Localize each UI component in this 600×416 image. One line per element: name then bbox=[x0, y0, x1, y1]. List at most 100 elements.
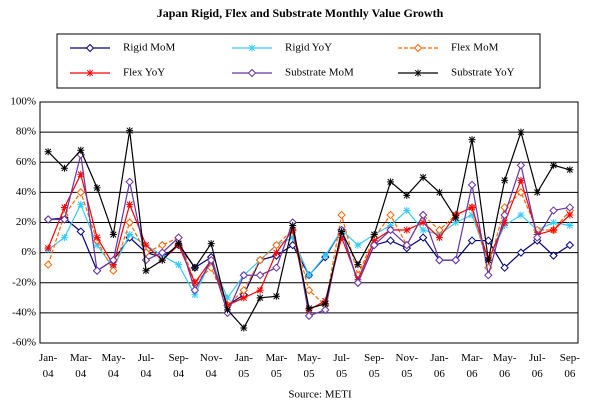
point bbox=[517, 128, 525, 136]
point bbox=[60, 215, 69, 224]
point bbox=[289, 234, 297, 242]
point bbox=[565, 203, 575, 212]
point bbox=[338, 234, 346, 242]
point bbox=[255, 271, 265, 280]
point bbox=[354, 241, 362, 249]
point bbox=[126, 200, 134, 208]
point bbox=[337, 210, 346, 220]
legend-label: Substrate MoM bbox=[285, 67, 354, 79]
point bbox=[533, 233, 542, 242]
y-tick-label: 60% bbox=[16, 156, 36, 168]
x-tick-label-part: Nov- bbox=[396, 352, 419, 364]
point bbox=[387, 178, 395, 186]
point bbox=[93, 241, 101, 249]
x-tick-label-part: 04 bbox=[140, 368, 152, 380]
point bbox=[419, 173, 427, 181]
point bbox=[517, 176, 525, 184]
legend-marker bbox=[248, 44, 256, 52]
point bbox=[386, 236, 395, 245]
point bbox=[550, 161, 558, 169]
point bbox=[566, 166, 574, 174]
point bbox=[126, 231, 134, 239]
x-tick-label-part: Sep- bbox=[364, 352, 385, 364]
x-tick-label: Jan- 06 bbox=[430, 352, 449, 380]
point bbox=[158, 256, 166, 264]
x-tick-label-part: 06 bbox=[532, 368, 544, 380]
x-tick-label-part: Jul- bbox=[529, 352, 546, 364]
point bbox=[566, 211, 574, 219]
x-tick-label: May- 05 bbox=[297, 352, 321, 380]
x-tick-label: Sep- 06 bbox=[560, 352, 581, 380]
point bbox=[402, 240, 412, 250]
point bbox=[516, 188, 526, 197]
series-line bbox=[47, 130, 571, 329]
point bbox=[549, 251, 558, 260]
legend-marker bbox=[413, 43, 423, 53]
point bbox=[435, 255, 444, 265]
point bbox=[468, 136, 476, 144]
point bbox=[354, 261, 362, 269]
point bbox=[305, 304, 313, 312]
point bbox=[565, 240, 575, 250]
legend-label: Rigid MoM bbox=[123, 42, 175, 54]
y-tick-label: -20% bbox=[12, 276, 36, 288]
point bbox=[207, 240, 215, 248]
point bbox=[517, 211, 525, 219]
x-tick-label-part: 04 bbox=[75, 368, 87, 380]
point bbox=[419, 219, 427, 226]
x-tick-label: Jan- 05 bbox=[235, 352, 254, 380]
point bbox=[321, 305, 330, 315]
x-tick-label-part: 05 bbox=[336, 368, 348, 380]
x-tick-label-part: 04 bbox=[108, 368, 120, 380]
x-tick-label: Mar- 06 bbox=[461, 352, 483, 380]
point bbox=[370, 240, 379, 250]
x-tick-label-part: 06 bbox=[467, 368, 479, 380]
legend-label: Flex YoY bbox=[123, 67, 165, 79]
x-tick-label-part: Jan- bbox=[39, 352, 58, 364]
x-tick-label: Mar- 05 bbox=[266, 352, 288, 380]
point bbox=[191, 264, 199, 272]
x-tick-label-part: 04 bbox=[43, 368, 55, 380]
point bbox=[435, 225, 444, 235]
point bbox=[223, 301, 231, 309]
x-tick-label: Sep- 04 bbox=[168, 352, 189, 380]
point bbox=[272, 263, 281, 272]
point bbox=[370, 237, 378, 245]
point bbox=[223, 306, 231, 314]
point bbox=[403, 191, 411, 199]
point bbox=[43, 260, 53, 269]
point bbox=[500, 210, 509, 220]
point bbox=[256, 286, 264, 294]
point bbox=[272, 249, 280, 257]
point bbox=[77, 146, 85, 154]
y-tick-label: -60% bbox=[12, 337, 36, 349]
y-tick-label: -40% bbox=[12, 306, 36, 318]
point bbox=[92, 266, 102, 275]
x-tick-label-part: Jan- bbox=[235, 352, 254, 364]
point bbox=[76, 227, 85, 236]
x-tick-label-part: 04 bbox=[173, 368, 185, 380]
point bbox=[158, 248, 167, 257]
point bbox=[501, 219, 509, 226]
point bbox=[158, 240, 167, 250]
point bbox=[93, 184, 101, 192]
point bbox=[142, 267, 150, 275]
x-tick-label-part: 06 bbox=[564, 368, 576, 380]
point bbox=[109, 266, 118, 275]
point bbox=[419, 226, 427, 234]
x-tick-label: Nov- 04 bbox=[200, 352, 223, 380]
point bbox=[549, 206, 558, 215]
x-tick-label-part: May- bbox=[493, 352, 517, 364]
legend-marker bbox=[414, 69, 422, 77]
point bbox=[60, 234, 68, 242]
x-tick-label: May- 06 bbox=[493, 352, 517, 380]
point bbox=[304, 311, 314, 321]
point bbox=[60, 164, 68, 172]
point bbox=[191, 279, 199, 287]
point bbox=[126, 127, 134, 135]
x-tick-label-part: Sep- bbox=[168, 352, 189, 364]
point bbox=[516, 248, 526, 257]
point bbox=[305, 271, 313, 279]
x-tick-label: Jul- 04 bbox=[138, 352, 155, 380]
point bbox=[418, 210, 428, 220]
